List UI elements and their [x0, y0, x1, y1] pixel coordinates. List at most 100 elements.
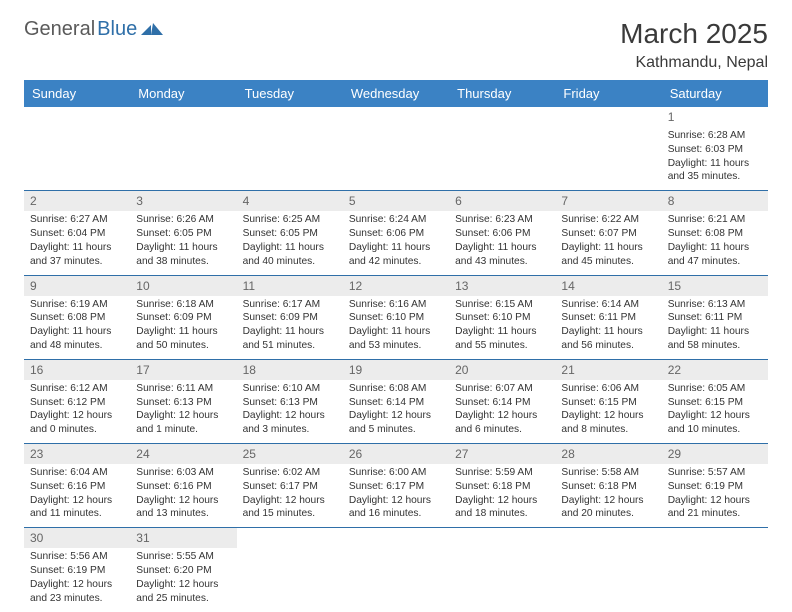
sunset-text: Sunset: 6:15 PM	[668, 396, 762, 410]
calendar-day-cell: 12Sunrise: 6:16 AMSunset: 6:10 PMDayligh…	[343, 275, 449, 359]
calendar-day-cell: 30Sunrise: 5:56 AMSunset: 6:19 PMDayligh…	[24, 528, 130, 612]
day-number: 27	[449, 444, 555, 464]
day-number: 18	[237, 360, 343, 380]
calendar-day-cell: 15Sunrise: 6:13 AMSunset: 6:11 PMDayligh…	[662, 275, 768, 359]
sunset-text: Sunset: 6:20 PM	[136, 564, 230, 578]
day-number: 9	[24, 276, 130, 296]
calendar-day-cell: 7Sunrise: 6:22 AMSunset: 6:07 PMDaylight…	[555, 191, 661, 275]
sunset-text: Sunset: 6:19 PM	[668, 480, 762, 494]
calendar-day-cell: 10Sunrise: 6:18 AMSunset: 6:09 PMDayligh…	[130, 275, 236, 359]
calendar-day-cell: 19Sunrise: 6:08 AMSunset: 6:14 PMDayligh…	[343, 359, 449, 443]
sunrise-text: Sunrise: 6:04 AM	[30, 466, 124, 480]
sunrise-text: Sunrise: 5:55 AM	[136, 550, 230, 564]
calendar-day-cell	[237, 107, 343, 191]
sunset-text: Sunset: 6:04 PM	[30, 227, 124, 241]
sunrise-text: Sunrise: 5:57 AM	[668, 466, 762, 480]
day-number: 24	[130, 444, 236, 464]
sunrise-text: Sunrise: 6:21 AM	[668, 213, 762, 227]
daylight-text: Daylight: 12 hours	[243, 494, 337, 508]
daylight-text: Daylight: 12 hours	[561, 409, 655, 423]
daylight-text: and 21 minutes.	[668, 507, 762, 521]
sunset-text: Sunset: 6:12 PM	[30, 396, 124, 410]
day-number: 22	[662, 360, 768, 380]
calendar-day-cell: 25Sunrise: 6:02 AMSunset: 6:17 PMDayligh…	[237, 444, 343, 528]
sunrise-text: Sunrise: 6:15 AM	[455, 298, 549, 312]
day-number: 19	[343, 360, 449, 380]
day-number: 5	[343, 191, 449, 211]
daylight-text: Daylight: 12 hours	[136, 409, 230, 423]
daylight-text: Daylight: 11 hours	[349, 325, 443, 339]
sunset-text: Sunset: 6:05 PM	[136, 227, 230, 241]
daylight-text: Daylight: 12 hours	[349, 409, 443, 423]
calendar-day-cell	[130, 107, 236, 191]
day-number: 23	[24, 444, 130, 464]
day-number: 10	[130, 276, 236, 296]
calendar-table: Sunday Monday Tuesday Wednesday Thursday…	[24, 80, 768, 612]
day-number: 17	[130, 360, 236, 380]
brand-part1: General	[24, 18, 95, 41]
day-number: 2	[24, 191, 130, 211]
sunrise-text: Sunrise: 6:08 AM	[349, 382, 443, 396]
sunrise-text: Sunrise: 6:18 AM	[136, 298, 230, 312]
sunset-text: Sunset: 6:03 PM	[668, 143, 762, 157]
day-number: 28	[555, 444, 661, 464]
calendar-week-row: 30Sunrise: 5:56 AMSunset: 6:19 PMDayligh…	[24, 528, 768, 612]
calendar-header: Sunday Monday Tuesday Wednesday Thursday…	[24, 80, 768, 107]
day-number: 30	[24, 528, 130, 548]
daylight-text: and 50 minutes.	[136, 339, 230, 353]
sunrise-text: Sunrise: 6:16 AM	[349, 298, 443, 312]
calendar-day-cell	[555, 107, 661, 191]
daylight-text: and 13 minutes.	[136, 507, 230, 521]
calendar-week-row: 23Sunrise: 6:04 AMSunset: 6:16 PMDayligh…	[24, 444, 768, 528]
daylight-text: and 35 minutes.	[668, 170, 762, 184]
sunset-text: Sunset: 6:13 PM	[243, 396, 337, 410]
daylight-text: Daylight: 11 hours	[243, 325, 337, 339]
daylight-text: Daylight: 11 hours	[136, 241, 230, 255]
weekday-header: Sunday	[24, 80, 130, 107]
calendar-day-cell: 22Sunrise: 6:05 AMSunset: 6:15 PMDayligh…	[662, 359, 768, 443]
calendar-week-row: 16Sunrise: 6:12 AMSunset: 6:12 PMDayligh…	[24, 359, 768, 443]
sunset-text: Sunset: 6:18 PM	[455, 480, 549, 494]
brand-part2: Blue	[97, 18, 137, 41]
calendar-day-cell: 5Sunrise: 6:24 AMSunset: 6:06 PMDaylight…	[343, 191, 449, 275]
daylight-text: and 48 minutes.	[30, 339, 124, 353]
daylight-text: and 18 minutes.	[455, 507, 549, 521]
daylight-text: and 45 minutes.	[561, 255, 655, 269]
sunset-text: Sunset: 6:18 PM	[561, 480, 655, 494]
calendar-day-cell: 2Sunrise: 6:27 AMSunset: 6:04 PMDaylight…	[24, 191, 130, 275]
calendar-day-cell: 26Sunrise: 6:00 AMSunset: 6:17 PMDayligh…	[343, 444, 449, 528]
daylight-text: Daylight: 12 hours	[136, 494, 230, 508]
daylight-text: Daylight: 11 hours	[668, 241, 762, 255]
calendar-week-row: 1Sunrise: 6:28 AMSunset: 6:03 PMDaylight…	[24, 107, 768, 191]
day-number: 16	[24, 360, 130, 380]
sunset-text: Sunset: 6:09 PM	[243, 311, 337, 325]
sunrise-text: Sunrise: 6:19 AM	[30, 298, 124, 312]
calendar-day-cell: 24Sunrise: 6:03 AMSunset: 6:16 PMDayligh…	[130, 444, 236, 528]
title-block: March 2025 Kathmandu, Nepal	[620, 18, 768, 72]
sunset-text: Sunset: 6:08 PM	[30, 311, 124, 325]
sunset-text: Sunset: 6:10 PM	[349, 311, 443, 325]
daylight-text: Daylight: 11 hours	[561, 325, 655, 339]
daylight-text: Daylight: 12 hours	[30, 409, 124, 423]
sunset-text: Sunset: 6:11 PM	[561, 311, 655, 325]
calendar-day-cell	[343, 528, 449, 612]
daylight-text: Daylight: 11 hours	[455, 241, 549, 255]
daylight-text: Daylight: 11 hours	[668, 157, 762, 171]
sunrise-text: Sunrise: 6:17 AM	[243, 298, 337, 312]
day-number: 25	[237, 444, 343, 464]
daylight-text: and 16 minutes.	[349, 507, 443, 521]
day-number: 21	[555, 360, 661, 380]
weekday-header: Tuesday	[237, 80, 343, 107]
daylight-text: Daylight: 12 hours	[455, 494, 549, 508]
sunset-text: Sunset: 6:15 PM	[561, 396, 655, 410]
calendar-day-cell: 20Sunrise: 6:07 AMSunset: 6:14 PMDayligh…	[449, 359, 555, 443]
daylight-text: and 15 minutes.	[243, 507, 337, 521]
daylight-text: and 37 minutes.	[30, 255, 124, 269]
sunrise-text: Sunrise: 6:23 AM	[455, 213, 549, 227]
calendar-day-cell: 6Sunrise: 6:23 AMSunset: 6:06 PMDaylight…	[449, 191, 555, 275]
sunrise-text: Sunrise: 5:58 AM	[561, 466, 655, 480]
daylight-text: Daylight: 11 hours	[455, 325, 549, 339]
sunset-text: Sunset: 6:14 PM	[455, 396, 549, 410]
calendar-day-cell	[555, 528, 661, 612]
calendar-day-cell: 17Sunrise: 6:11 AMSunset: 6:13 PMDayligh…	[130, 359, 236, 443]
